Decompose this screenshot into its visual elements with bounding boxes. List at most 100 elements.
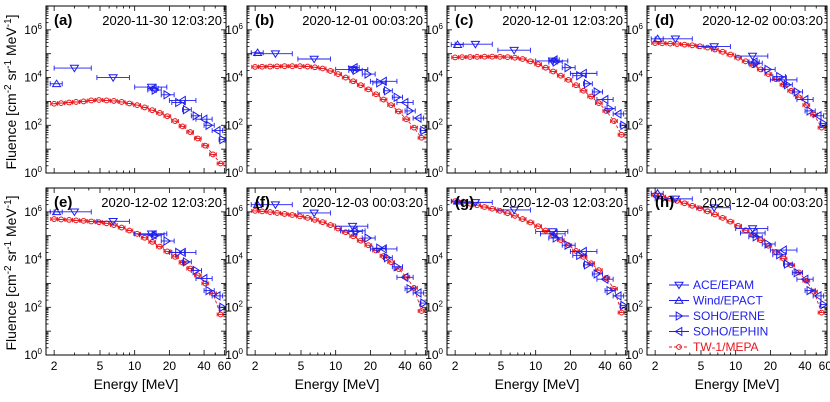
legend-marker	[674, 295, 684, 304]
ace-point	[697, 204, 731, 213]
ace-point	[96, 218, 130, 226]
panel-tag: (d)	[655, 12, 674, 29]
y-tick-label: 102	[24, 117, 42, 132]
ace-point	[697, 43, 731, 52]
mepa-point	[503, 210, 512, 217]
mepa-point	[680, 200, 689, 207]
y-tick-label: 106	[24, 22, 42, 37]
ephin-point	[147, 83, 159, 94]
mepa-point	[258, 208, 266, 215]
x-tick-label: 10	[529, 359, 543, 373]
panel-date: 2020-12-02 12:03:20	[101, 195, 222, 210]
erne-point	[203, 120, 215, 131]
ace-point	[497, 46, 531, 55]
erne-point	[383, 252, 393, 263]
erne-point	[604, 103, 616, 114]
erne-point	[791, 267, 803, 278]
x-tick-label: 10	[729, 359, 743, 373]
mepa-point	[473, 53, 481, 60]
mepa-point	[79, 217, 88, 224]
mepa-point	[258, 63, 266, 70]
x-tick-label: 60	[419, 359, 433, 373]
mepa-point	[341, 74, 350, 81]
mepa-point	[117, 224, 126, 231]
mepa-point	[50, 100, 58, 107]
x-tick-label: 2	[252, 359, 259, 373]
axes-frame	[45, 187, 227, 356]
x-tick-label: 10	[329, 359, 343, 373]
ephin-point	[612, 291, 625, 301]
x-tick-label: 5	[698, 359, 705, 373]
mepa-point	[288, 63, 297, 70]
legend-marker	[674, 281, 684, 290]
mepa-point	[303, 214, 312, 221]
ephin-point	[596, 274, 614, 285]
x-tick-label: 2	[51, 359, 58, 373]
mepa-point	[318, 65, 327, 72]
mepa-point	[364, 86, 373, 93]
panel-date: 2020-12-02 00:03:20	[702, 13, 823, 28]
wind-point	[450, 196, 464, 205]
erne-point	[772, 71, 786, 82]
mepa-point	[87, 97, 96, 104]
mepa-point	[193, 135, 202, 142]
y-tick-label: 100	[225, 165, 243, 180]
axes-frame	[646, 5, 828, 174]
mepa-point	[334, 71, 342, 77]
ephin-point	[168, 247, 197, 258]
mepa-point	[534, 61, 542, 68]
axes-frame	[446, 5, 628, 174]
y-tick-label: 104	[24, 70, 42, 85]
axes-frame	[446, 187, 628, 356]
mepa-point	[556, 72, 565, 79]
mepa-point	[117, 99, 126, 105]
axes-frame	[45, 5, 227, 174]
ace-point	[53, 64, 92, 73]
ephin-point	[369, 244, 398, 254]
panel-tag: (f)	[255, 194, 270, 211]
ephin-point	[769, 74, 798, 85]
mepa-point	[480, 53, 489, 60]
ace-point	[96, 74, 130, 83]
erne-point	[561, 240, 576, 251]
mepa-point	[110, 222, 118, 228]
x-tick-label: 10	[128, 359, 142, 373]
panel-a: 100 102 104 106 (a) 2020-11-30 12:03:20	[24, 5, 227, 180]
mepa-point	[756, 237, 765, 244]
y-tick-label: 104	[425, 252, 443, 267]
y-axis-label-bottom: Fluence [cm-2 sr-1 MeV-1]	[3, 195, 19, 350]
y-tick-label: 106	[24, 204, 42, 219]
x-tick-label: 20	[163, 359, 177, 373]
wind-point	[49, 79, 63, 88]
mepa-point	[163, 113, 172, 120]
mepa-point	[266, 63, 274, 70]
mepa-point	[318, 219, 327, 226]
plot-area	[49, 64, 226, 167]
legend-marker	[675, 311, 684, 321]
x-tick-label: 5	[298, 359, 305, 373]
mepa-point	[534, 223, 542, 230]
y-tick-label: 104	[425, 70, 443, 85]
mepa-point	[311, 217, 319, 223]
legend-item-mepa: TW-1/MEPA	[669, 340, 759, 354]
mepa-point	[466, 54, 474, 60]
mepa-point	[711, 211, 719, 218]
mepa-point	[703, 208, 712, 215]
x-tick-label: 20	[364, 359, 378, 373]
x-tick-label: 2	[452, 359, 459, 373]
x-tick-label: 5	[97, 359, 104, 373]
ephin-point	[195, 273, 213, 284]
panel-tag: (e)	[54, 194, 72, 211]
erne-point	[391, 92, 403, 103]
wind-point	[650, 34, 664, 43]
mepa-point	[526, 58, 535, 65]
x-tick-label: 60	[218, 359, 232, 373]
panel-f: 100 102 104 106 2 5 10 20 40 60 Energy [MeV] (f) 202…	[225, 187, 433, 392]
mepa-point	[57, 216, 65, 223]
axes-frame	[246, 187, 428, 356]
erne-point	[203, 285, 215, 296]
y-tick-label: 106	[625, 22, 643, 37]
legend-label: TW-1/MEPA	[693, 340, 759, 354]
mepa-point	[95, 97, 103, 103]
